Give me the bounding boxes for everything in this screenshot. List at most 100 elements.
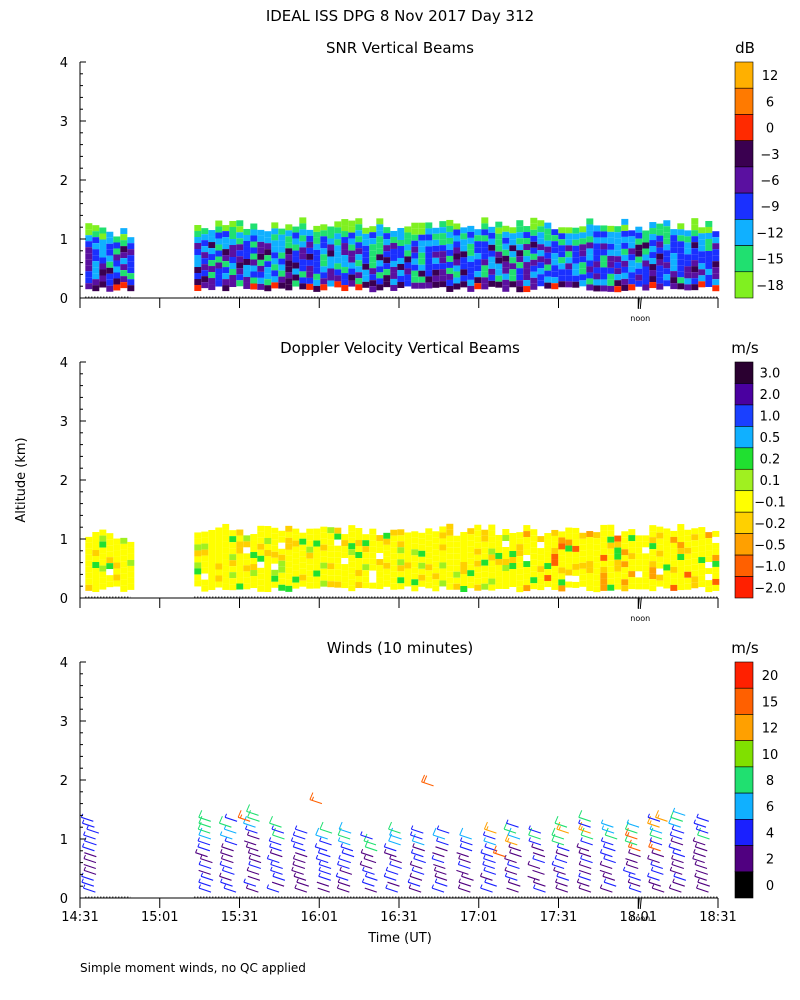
heatmap-cell: [376, 248, 384, 255]
wind-barb-feather: [600, 837, 604, 842]
wind-barb: [578, 828, 591, 834]
heatmap-cell: [593, 526, 601, 533]
heatmap-cell: [92, 538, 100, 545]
heatmap-cell: [537, 554, 545, 561]
heatmap-cell: [229, 269, 237, 276]
wind-barb: [555, 852, 569, 858]
heatmap-cell: [120, 252, 128, 259]
wind-barb-feather: [580, 827, 585, 836]
heatmap-cell: [586, 573, 594, 580]
heatmap-cell: [278, 572, 286, 579]
wind-barb-feather: [219, 831, 223, 836]
heatmap-cell: [397, 559, 405, 566]
heatmap-cell: [236, 547, 244, 554]
heatmap-cell: [299, 223, 307, 230]
heatmap-cell: [264, 249, 272, 256]
heatmap-cell: [439, 263, 447, 270]
heatmap-cell: [257, 277, 265, 284]
heatmap-cell: [558, 567, 566, 574]
heatmap-cell: [229, 566, 237, 573]
wind-barb: [461, 875, 474, 881]
heatmap-cell: [446, 237, 454, 244]
heatmap-cell: [285, 272, 293, 279]
y-tick-label: 2: [60, 174, 68, 189]
doppler-colorbar-unit: m/s: [731, 339, 759, 357]
wind-barb: [435, 846, 448, 852]
heatmap-cell: [635, 547, 643, 554]
wind-barb: [697, 834, 710, 840]
wind-barb-feather: [246, 866, 250, 871]
heatmap-cell: [649, 573, 657, 580]
heatmap-cell: [642, 248, 650, 255]
heatmap-cell: [341, 219, 349, 226]
wind-barb-feather: [578, 849, 581, 853]
heatmap-cell: [106, 249, 114, 256]
shared-ylabel: Altitude (km): [14, 437, 29, 522]
heatmap-cell: [106, 557, 114, 564]
heatmap-cell: [320, 260, 328, 267]
heatmap-cell: [544, 258, 552, 265]
colorbar-swatch: [734, 245, 754, 273]
heatmap-cell: [502, 577, 510, 584]
heatmap-cell: [691, 218, 699, 225]
heatmap-cell: [106, 273, 114, 280]
heatmap-cell: [691, 528, 699, 535]
heatmap-cell: [120, 585, 128, 592]
heatmap-cell: [313, 534, 321, 541]
snr-colorbar-unit: dB: [735, 39, 755, 57]
heatmap-cell: [341, 279, 349, 286]
wind-barb: [483, 834, 496, 840]
wind-barb: [578, 816, 591, 822]
heatmap-cell: [551, 283, 559, 290]
heatmap-cell: [523, 250, 531, 257]
heatmap-cell: [635, 274, 643, 281]
heatmap-cell: [572, 275, 580, 282]
heatmap-cell: [411, 585, 419, 592]
heatmap-cell: [516, 532, 524, 539]
wind-barb: [243, 840, 257, 846]
heatmap-cell: [362, 227, 370, 234]
heatmap-cell: [446, 547, 454, 554]
heatmap-cell: [369, 528, 377, 535]
wind-barb: [673, 810, 686, 816]
heatmap-cell: [243, 258, 251, 265]
heatmap-cell: [481, 565, 489, 572]
heatmap-cell: [99, 541, 107, 548]
heatmap-cell: [362, 239, 370, 246]
wind-barb-feather: [576, 878, 580, 883]
wind-barb: [246, 869, 260, 875]
heatmap-cell: [313, 582, 321, 589]
heatmap-cell: [327, 250, 335, 257]
heatmap-cell: [355, 218, 363, 225]
wind-barb-feather: [411, 866, 415, 871]
heatmap-cell: [481, 241, 489, 248]
colorbar-swatch: [734, 792, 754, 820]
wind-barb-feather: [315, 827, 320, 836]
wind-barb: [220, 852, 233, 858]
heatmap-cell: [397, 571, 405, 578]
wind-barb-feather: [317, 849, 321, 853]
heatmap-cell: [418, 258, 426, 265]
heatmap-cell: [215, 256, 223, 263]
wind-barb: [365, 875, 378, 881]
heatmap-cell: [642, 541, 650, 548]
heatmap-cell: [215, 533, 223, 540]
heatmap-cell: [320, 236, 328, 243]
heatmap-cell: [404, 268, 412, 275]
wind-barb: [248, 852, 261, 858]
heatmap-cell: [236, 571, 244, 578]
wind-barb: [578, 852, 592, 858]
heatmap-cell: [264, 538, 272, 545]
wind-barb-feather: [83, 866, 86, 871]
heatmap-cell: [614, 262, 622, 269]
heatmap-cell: [600, 548, 608, 555]
heatmap-cell: [677, 229, 685, 236]
heatmap-cell: [460, 537, 468, 544]
heatmap-cell: [222, 583, 230, 590]
heatmap-cell: [453, 547, 461, 554]
heatmap-cell: [425, 258, 433, 265]
heatmap-cell: [579, 280, 587, 287]
heatmap-cell: [425, 246, 433, 253]
heatmap-cell: [488, 560, 496, 567]
